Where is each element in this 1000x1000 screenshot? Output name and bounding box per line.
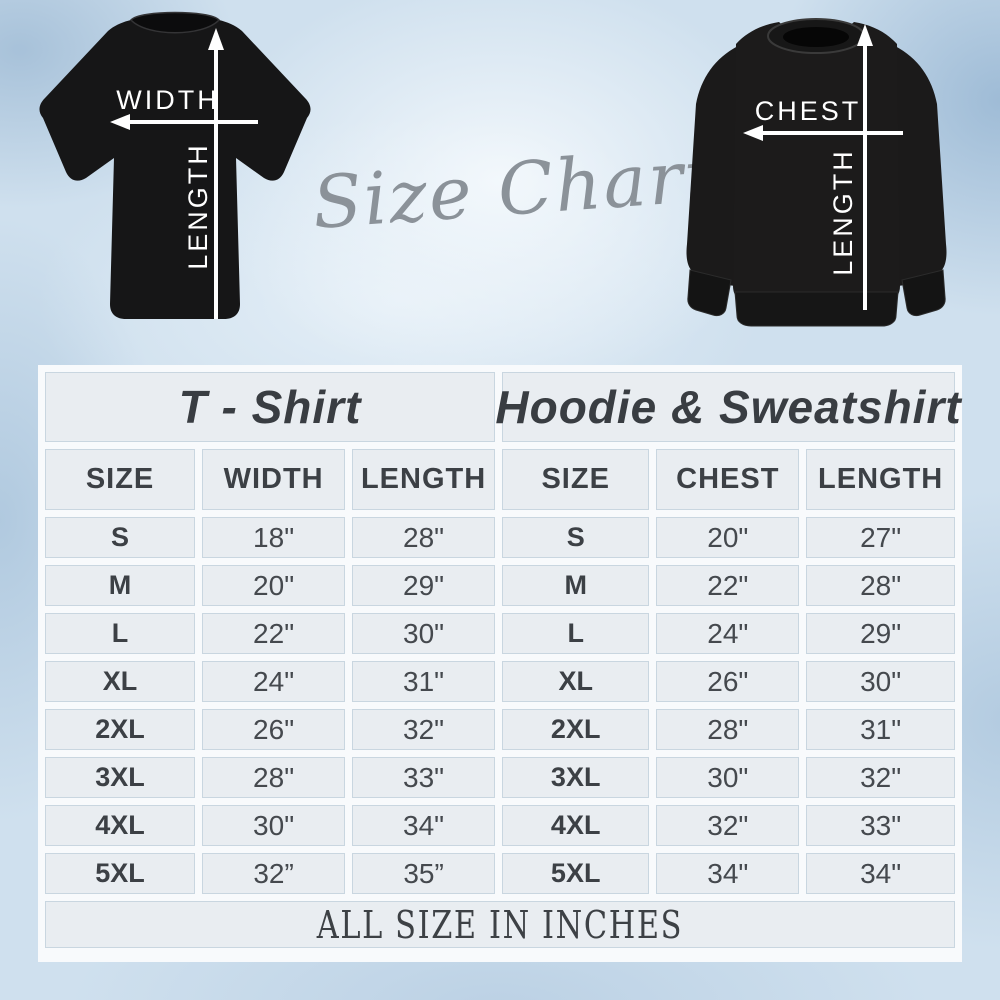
tshirt-row-4xl-size: 4XL xyxy=(45,805,196,846)
tshirt-row-4xl-measure-a: 30" xyxy=(202,805,346,846)
hoodie-row-4xl-size: 4XL xyxy=(502,805,650,846)
tshirt-row-2xl-measure-a: 26" xyxy=(202,709,346,750)
hoodie-row-3xl-size: 3XL xyxy=(502,757,650,798)
hoodie-row-5xl-size: 5XL xyxy=(502,853,650,894)
tshirt-row-3xl-measure-a: 28" xyxy=(202,757,346,798)
size-table: T - Shirt Hoodie & Sweatshirt SIZE WIDTH… xyxy=(38,365,962,962)
hoodie-row-5xl-measure-b: 34" xyxy=(806,853,955,894)
tshirt-table-title: T - Shirt xyxy=(45,372,496,442)
script-title: Size Chart xyxy=(309,133,719,245)
hoodie-row-m-size: M xyxy=(502,565,650,606)
tshirt-col-length: LENGTH xyxy=(352,449,496,510)
hoodie-row-l-measure-a: 24" xyxy=(656,613,800,654)
hoodie-row-l-size: L xyxy=(502,613,650,654)
hoodie-row-s-measure-a: 20" xyxy=(656,517,800,558)
tshirt-row-3xl-size: 3XL xyxy=(45,757,196,798)
table-footer-text: ALL SIZE IN INCHES xyxy=(316,902,684,947)
hoodie-row-5xl-measure-a: 34" xyxy=(656,853,800,894)
tshirt-row-5xl-measure-b: 35” xyxy=(352,853,496,894)
tshirt-illustration: WIDTH LENGTH xyxy=(39,11,311,319)
tshirt-row-s-size: S xyxy=(45,517,196,558)
tshirt-col-size: SIZE xyxy=(45,449,196,510)
hoodie-row-3xl-measure-b: 32" xyxy=(806,757,955,798)
tshirt-row-xl-measure-b: 31" xyxy=(352,661,496,702)
hoodie-row-m-measure-a: 22" xyxy=(656,565,800,606)
sweatshirt-body xyxy=(733,22,900,303)
table-footer-note: ALL SIZE IN INCHES xyxy=(45,901,955,948)
tshirt-row-l-size: L xyxy=(45,613,196,654)
hoodie-row-2xl-measure-a: 28" xyxy=(656,709,800,750)
hoodie-row-xl-size: XL xyxy=(502,661,650,702)
hoodie-col-chest: CHEST xyxy=(656,449,800,510)
tshirt-row-m-measure-b: 29" xyxy=(352,565,496,606)
tshirt-width-label: WIDTH xyxy=(116,85,219,115)
hoodie-col-length: LENGTH xyxy=(806,449,955,510)
tshirt-row-s-measure-b: 28" xyxy=(352,517,496,558)
sweatshirt-left-cuff xyxy=(687,269,732,317)
tshirt-row-m-size: M xyxy=(45,565,196,606)
hoodie-table-title: Hoodie & Sweatshirt xyxy=(495,372,961,442)
tshirt-row-3xl-measure-b: 33" xyxy=(352,757,496,798)
hoodie-row-4xl-measure-a: 32" xyxy=(656,805,800,846)
tshirt-collar xyxy=(129,11,221,34)
tshirt-col-width: WIDTH xyxy=(202,449,346,510)
sweatshirt-chest-label: CHEST xyxy=(755,96,862,126)
hoodie-row-4xl-measure-b: 33" xyxy=(806,805,955,846)
tshirt-body xyxy=(39,20,311,319)
tshirt-row-2xl-measure-b: 32" xyxy=(352,709,496,750)
sweatshirt-illustration: CHEST LENGTH xyxy=(686,18,947,327)
tshirt-length-arrowhead xyxy=(208,28,224,50)
tshirt-row-5xl-size: 5XL xyxy=(45,853,196,894)
tshirt-length-label: LENGTH xyxy=(183,142,213,270)
hoodie-row-l-measure-b: 29" xyxy=(806,613,955,654)
hoodie-row-s-size: S xyxy=(502,517,650,558)
tshirt-row-4xl-measure-b: 34" xyxy=(352,805,496,846)
hoodie-row-m-measure-b: 28" xyxy=(806,565,955,606)
hoodie-col-size: SIZE xyxy=(502,449,650,510)
hoodie-row-2xl-size: 2XL xyxy=(502,709,650,750)
hoodie-row-xl-measure-b: 30" xyxy=(806,661,955,702)
tshirt-row-xl-measure-a: 24" xyxy=(202,661,346,702)
tshirt-row-2xl-size: 2XL xyxy=(45,709,196,750)
hoodie-row-xl-measure-a: 26" xyxy=(656,661,800,702)
sweatshirt-collar-inner xyxy=(783,27,849,47)
hoodie-row-s-measure-b: 27" xyxy=(806,517,955,558)
tshirt-row-5xl-measure-a: 32” xyxy=(202,853,346,894)
sweatshirt-length-arrowhead xyxy=(857,24,873,46)
tshirt-width-arrowhead xyxy=(110,114,130,130)
tshirt-row-xl-size: XL xyxy=(45,661,196,702)
hoodie-row-2xl-measure-b: 31" xyxy=(806,709,955,750)
sweatshirt-right-cuff xyxy=(901,269,946,317)
sweatshirt-length-label: LENGTH xyxy=(828,148,858,276)
tshirt-row-s-measure-a: 18" xyxy=(202,517,346,558)
sweatshirt-waistband xyxy=(734,291,899,327)
tshirt-row-l-measure-b: 30" xyxy=(352,613,496,654)
hoodie-row-3xl-measure-a: 30" xyxy=(656,757,800,798)
tshirt-row-m-measure-a: 20" xyxy=(202,565,346,606)
sweatshirt-chest-arrowhead xyxy=(743,125,763,141)
tshirt-row-l-measure-a: 22" xyxy=(202,613,346,654)
